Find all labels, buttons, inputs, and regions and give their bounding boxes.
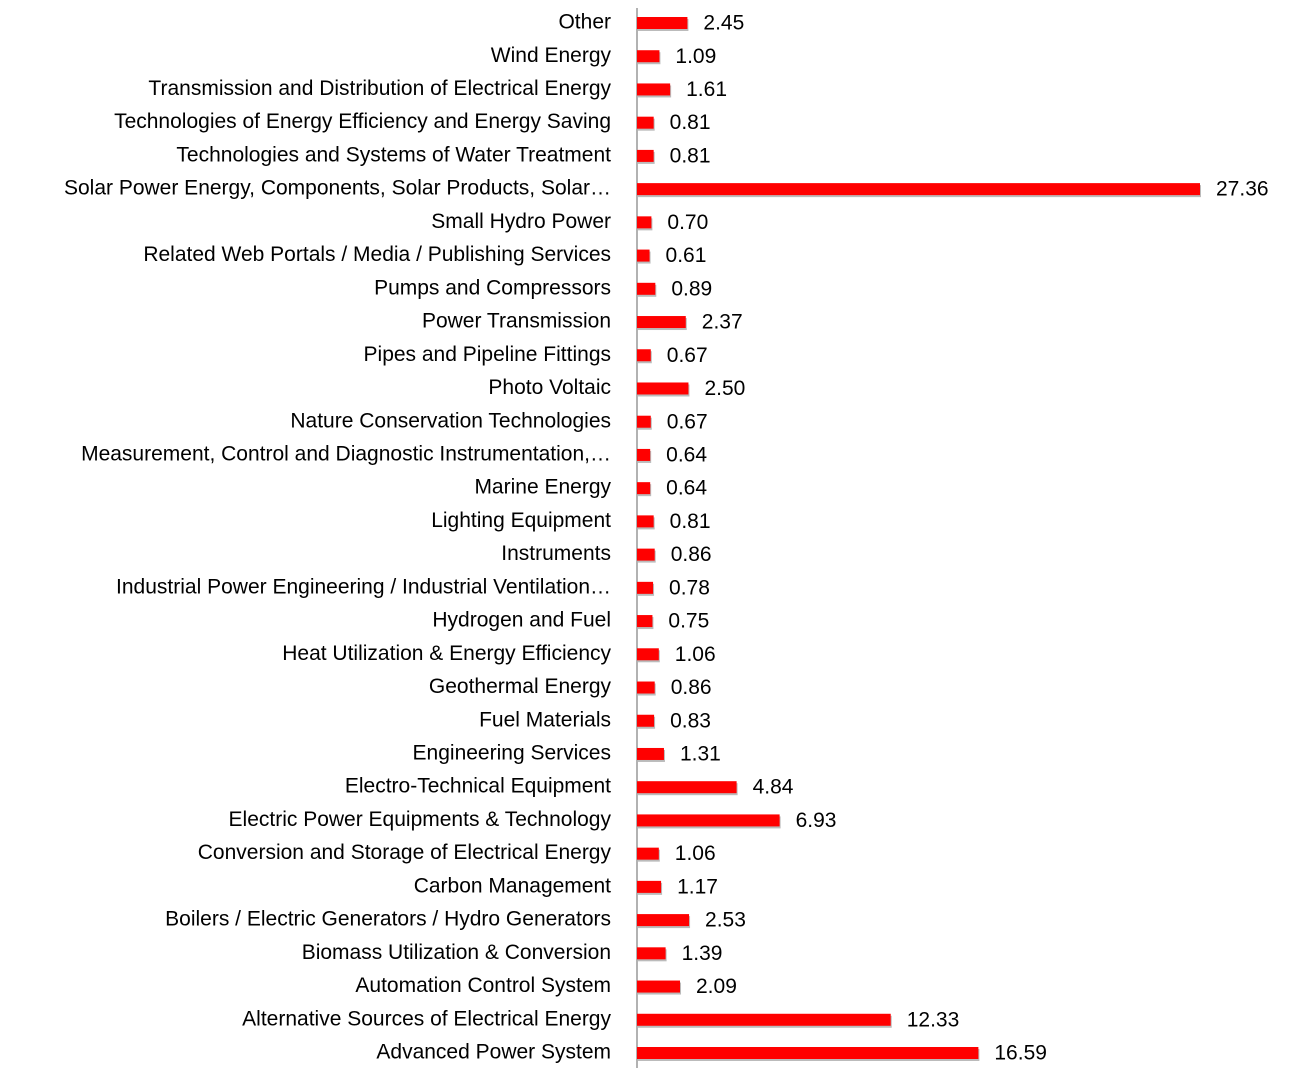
- value-label: 2.09: [696, 975, 737, 998]
- bar: [637, 581, 654, 594]
- value-label: 0.75: [668, 610, 709, 633]
- bar: [637, 648, 659, 661]
- category-label: Alternative Sources of Electrical Energy: [242, 1007, 611, 1030]
- category-label: Biomass Utilization & Conversion: [302, 941, 611, 964]
- value-label: 1.06: [675, 842, 716, 865]
- bar: [637, 847, 659, 860]
- value-label: 12.33: [907, 1008, 960, 1031]
- category-label: Heat Utilization & Energy Efficiency: [282, 642, 611, 665]
- value-label: 16.59: [994, 1042, 1047, 1065]
- bar: [637, 50, 660, 63]
- bar: [637, 880, 662, 893]
- category-label: Nature Conservation Technologies: [290, 409, 611, 432]
- category-label: Wind Energy: [491, 44, 612, 67]
- category-label: Other: [558, 11, 611, 34]
- bar: [637, 349, 651, 362]
- bar: [637, 747, 664, 760]
- category-label: Fuel Materials: [479, 708, 611, 731]
- value-label: 1.39: [682, 942, 723, 965]
- category-label: Power Transmission: [422, 310, 611, 333]
- category-label: Technologies of Energy Efficiency and En…: [114, 110, 611, 133]
- value-label: 1.09: [675, 45, 716, 68]
- bar: [637, 17, 688, 29]
- category-label: Marine Energy: [474, 476, 611, 499]
- bar: [637, 448, 651, 461]
- value-label: 0.86: [671, 676, 712, 699]
- category-label: Technologies and Systems of Water Treatm…: [176, 143, 611, 166]
- value-label: 2.50: [704, 377, 745, 400]
- bar: [637, 814, 780, 827]
- bar: [637, 382, 689, 395]
- bar: [637, 116, 654, 129]
- value-label: 0.70: [667, 211, 708, 234]
- bar: [637, 1047, 979, 1059]
- value-label: 0.78: [669, 576, 710, 599]
- value-label: 0.67: [667, 410, 708, 433]
- bar: [637, 1013, 891, 1026]
- value-label: 0.67: [667, 344, 708, 367]
- value-label: 0.61: [666, 244, 707, 267]
- category-label: Solar Power Energy, Components, Solar Pr…: [64, 177, 611, 200]
- value-label: 0.64: [666, 443, 707, 466]
- value-label: 1.61: [686, 78, 727, 101]
- value-label: 2.37: [702, 311, 743, 334]
- value-label: 0.86: [671, 543, 712, 566]
- category-label: Photo Voltaic: [488, 376, 611, 399]
- category-label: Geothermal Energy: [429, 675, 612, 698]
- value-label: 0.64: [666, 477, 707, 500]
- value-label: 1.06: [675, 643, 716, 666]
- bar: [637, 615, 653, 628]
- category-label: Measurement, Control and Diagnostic Inst…: [81, 442, 611, 465]
- bar: [637, 482, 651, 495]
- category-label: Advanced Power System: [376, 1041, 611, 1064]
- category-label: Engineering Services: [413, 742, 611, 765]
- value-label: 27.36: [1216, 178, 1269, 201]
- value-label: 0.81: [670, 144, 711, 167]
- bar: [637, 183, 1200, 196]
- bar: [637, 282, 656, 295]
- category-label: Hydrogen and Fuel: [432, 609, 611, 632]
- bar: [637, 781, 737, 794]
- bar: [637, 415, 651, 428]
- category-label: Related Web Portals / Media / Publishing…: [143, 243, 611, 266]
- category-label: Pipes and Pipeline Fittings: [364, 343, 611, 366]
- bar: [637, 681, 655, 694]
- value-label: 4.84: [753, 776, 794, 799]
- bar: [637, 947, 666, 960]
- value-label: 6.93: [796, 809, 837, 832]
- value-label: 1.31: [680, 743, 721, 766]
- category-label: Lighting Equipment: [431, 509, 611, 532]
- category-label: Automation Control System: [355, 974, 611, 997]
- bar: [637, 714, 655, 727]
- category-label: Pumps and Compressors: [374, 276, 611, 299]
- category-label: Boilers / Electric Generators / Hydro Ge…: [165, 908, 611, 931]
- bar: [637, 548, 655, 561]
- value-label: 0.81: [670, 111, 711, 134]
- bar: [637, 249, 650, 262]
- value-label: 2.53: [705, 909, 746, 932]
- category-label: Electric Power Equipments & Technology: [229, 808, 612, 831]
- value-label: 0.83: [670, 709, 711, 732]
- bar: [637, 980, 681, 993]
- category-label: Transmission and Distribution of Electri…: [148, 77, 611, 100]
- bar: [637, 149, 654, 162]
- category-label: Electro-Technical Equipment: [345, 775, 611, 798]
- value-label: 1.17: [677, 875, 718, 898]
- category-label: Instruments: [501, 542, 611, 565]
- bar: [637, 83, 671, 96]
- bar: [637, 216, 652, 229]
- value-label: 2.45: [703, 12, 744, 35]
- value-label: 0.89: [671, 277, 712, 300]
- category-label: Small Hydro Power: [431, 210, 611, 233]
- bar: [637, 316, 686, 329]
- category-label: Conversion and Storage of Electrical Ene…: [198, 841, 612, 864]
- category-label: Industrial Power Engineering / Industria…: [116, 575, 611, 598]
- category-label: Carbon Management: [414, 874, 611, 897]
- value-label: 0.81: [670, 510, 711, 533]
- bar: [637, 914, 690, 927]
- bar: [637, 515, 654, 528]
